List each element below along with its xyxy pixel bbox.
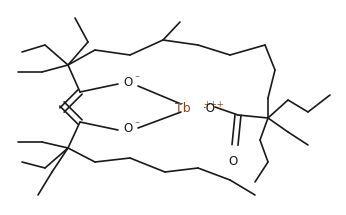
- Text: O: O: [123, 123, 132, 135]
- Text: O: O: [123, 77, 132, 89]
- Text: O: O: [228, 155, 238, 168]
- Text: ·O: ·O: [203, 101, 216, 115]
- Text: ⁻: ⁻: [134, 74, 139, 84]
- Text: ⁻: ⁻: [134, 120, 139, 130]
- Text: +++: +++: [203, 100, 224, 109]
- Text: Tb: Tb: [175, 101, 191, 115]
